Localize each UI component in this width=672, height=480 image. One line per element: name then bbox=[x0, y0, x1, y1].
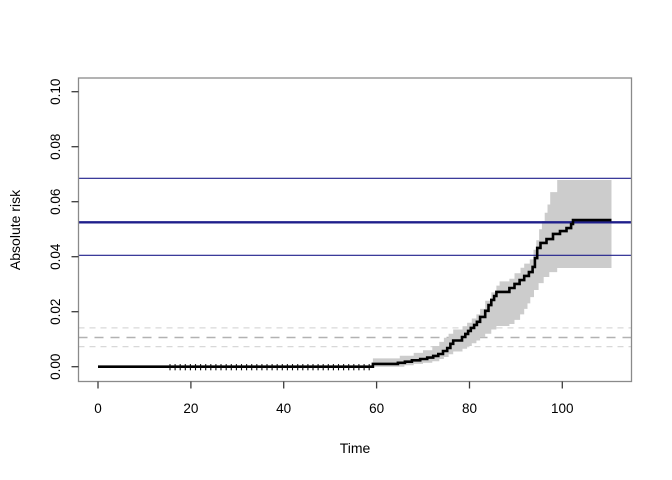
solid-reference-lines bbox=[78, 177, 632, 256]
x-tick-label: 100 bbox=[551, 401, 574, 416]
y-tick-label: 0.04 bbox=[48, 243, 63, 270]
x-tick-label: 80 bbox=[462, 401, 477, 416]
plot-box bbox=[77, 77, 633, 383]
x-axis-title: Time bbox=[339, 440, 371, 456]
confidence-band bbox=[372, 180, 612, 367]
censoring-marks bbox=[169, 364, 370, 371]
x-tick-label: 20 bbox=[183, 401, 198, 416]
y-tick-label: 0.02 bbox=[48, 299, 63, 325]
y-tick-label: 0.10 bbox=[48, 79, 63, 105]
y-axis-title: Absolute risk bbox=[7, 189, 23, 271]
x-tick-label: 60 bbox=[369, 401, 384, 416]
x-axis-ticks: 0 20 40 60 80 100 bbox=[94, 381, 574, 416]
estimate-step-curve bbox=[98, 218, 612, 368]
x-tick-label: 40 bbox=[276, 401, 291, 416]
y-tick-label: 0.08 bbox=[48, 134, 63, 160]
y-tick-label: 0.00 bbox=[48, 354, 63, 380]
y-axis-ticks: 0.00 0.02 0.04 0.06 0.08 0.10 bbox=[48, 79, 79, 380]
y-tick-label: 0.06 bbox=[48, 189, 63, 215]
dashed-reference-lines bbox=[78, 327, 632, 348]
x-tick-label: 0 bbox=[94, 401, 102, 416]
